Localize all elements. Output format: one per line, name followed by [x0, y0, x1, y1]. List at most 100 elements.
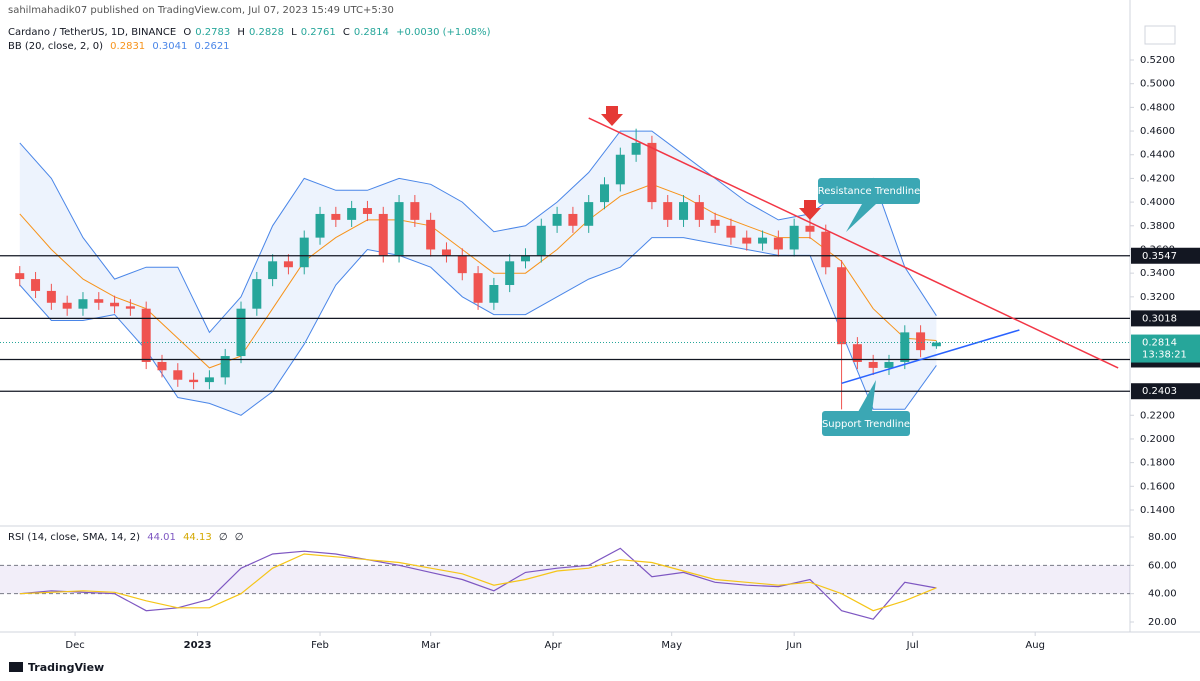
rsi-legend: RSI (14, close, SMA, 14, 2) 44.01 44.13 … [8, 532, 248, 543]
indicator-value: 44.01 [147, 532, 176, 543]
candle-body [457, 255, 467, 274]
candle-body [426, 219, 436, 250]
x-tick-label: May [661, 640, 682, 651]
candle-body [505, 261, 515, 285]
level-label: 0.2403 [1142, 386, 1177, 397]
candle-body [805, 225, 815, 232]
candle-body [647, 142, 657, 203]
indicator-value: 0.3041 [152, 41, 188, 52]
candle-body [378, 213, 388, 256]
band-line [19, 130, 937, 334]
x-tick-label: Aug [1025, 640, 1045, 651]
y-tick-label: 0.2200 [1140, 410, 1175, 421]
candle-body [584, 202, 594, 226]
candle-body [236, 308, 246, 357]
x-tick-label: Feb [311, 640, 329, 651]
candle-body [125, 306, 135, 309]
y-tick-label: 0.1400 [1140, 505, 1175, 516]
candle-body [837, 267, 847, 345]
x-tick-label: 2023 [184, 640, 212, 651]
candle-body [536, 225, 546, 256]
candle-body [268, 261, 278, 280]
y-tick-label: 0.4600 [1140, 126, 1175, 137]
ohlc-value: 0.2828 [248, 27, 284, 38]
ohlc-value: 0.2814 [353, 27, 389, 38]
candle-body [394, 202, 404, 256]
candle-body [141, 308, 151, 362]
candle-body [568, 213, 578, 226]
countdown: 13:38:21 [1142, 350, 1187, 361]
candle-body [615, 154, 625, 185]
candle-body [189, 379, 199, 383]
candle-body [916, 332, 926, 351]
candle-body [315, 213, 325, 238]
callout-pointer [846, 204, 876, 232]
callout-box [818, 178, 920, 204]
candle-body [884, 361, 894, 368]
candle-body [441, 249, 451, 256]
candle-body [600, 184, 610, 203]
y-tick-label: 0.2000 [1140, 434, 1175, 445]
callout-box [822, 411, 910, 436]
callout-label: Support Trendline [822, 419, 910, 430]
candle-body [78, 299, 88, 309]
indicator-value: 44.13 [183, 532, 212, 543]
rsi-band [0, 565, 1130, 594]
y-tick-label: 0.3800 [1140, 221, 1175, 232]
x-tick-label: Jun [785, 640, 802, 651]
candle-body [220, 356, 230, 378]
y-tick-label: 0.1600 [1140, 481, 1175, 492]
y-tick-label: 0.1800 [1140, 458, 1175, 469]
scale-button[interactable] [1144, 25, 1176, 45]
candle-body [410, 202, 420, 220]
rsi-line [19, 547, 937, 620]
y-tick-label: 0.4800 [1140, 102, 1175, 113]
candle-body [489, 285, 499, 303]
indicator-value: ∅ [234, 532, 244, 543]
candle-body [821, 231, 831, 268]
y-tick-label: 0.4200 [1140, 173, 1175, 184]
indicator-value: 0.2831 [110, 41, 146, 52]
bb-legend: BB (20, close, 2, 0) 0.2831 0.3041 0.262… [8, 41, 234, 52]
level-label: 0.3547 [1142, 251, 1177, 262]
logo [9, 662, 23, 672]
candle-body [173, 370, 183, 380]
symbol-legend: Cardano / TetherUS, 1D, BINANCE O 0.2783 … [8, 27, 495, 38]
ohlc-label: L [291, 27, 297, 38]
x-tick-label: Jul [906, 640, 919, 651]
candle-body [157, 361, 167, 371]
candle-body [742, 237, 752, 244]
level-tag [1131, 310, 1200, 327]
candle-body [15, 273, 25, 280]
candle-body [900, 332, 910, 362]
level-tag [1131, 247, 1200, 264]
y-tick-label: 80.00 [1148, 532, 1177, 543]
candle-body [62, 302, 72, 309]
candle-body [931, 342, 941, 347]
candle-body [773, 237, 783, 250]
band-basis [19, 183, 937, 369]
ohlc-label: C [342, 27, 350, 38]
callout-label: Resistance Trendline [818, 186, 920, 197]
candle-body [631, 142, 641, 155]
indicator-name: RSI (14, close, SMA, 14, 2) [8, 532, 141, 543]
level-label: 0.3018 [1142, 313, 1177, 324]
last-price-label: 0.2814 [1142, 338, 1177, 349]
candle-body [331, 213, 341, 220]
indicator-value: ∅ [218, 532, 228, 543]
candle-body [252, 279, 262, 309]
publisher: sahilmahadik07 published on TradingView.… [8, 5, 394, 16]
y-tick-label: 0.4000 [1140, 197, 1175, 208]
last-price-tag [1131, 334, 1200, 363]
ohlc-value: 0.2761 [300, 27, 336, 38]
candle-body [347, 208, 357, 220]
candle-body [710, 219, 720, 226]
candle-body [758, 237, 768, 244]
candle-body [473, 273, 483, 303]
callout-pointer [858, 380, 876, 412]
x-tick-label: Mar [421, 640, 441, 651]
ohlc-value: 0.2783 [195, 27, 231, 38]
symbol: Cardano / TetherUS, 1D, BINANCE [8, 27, 177, 38]
candle-body [362, 208, 372, 214]
